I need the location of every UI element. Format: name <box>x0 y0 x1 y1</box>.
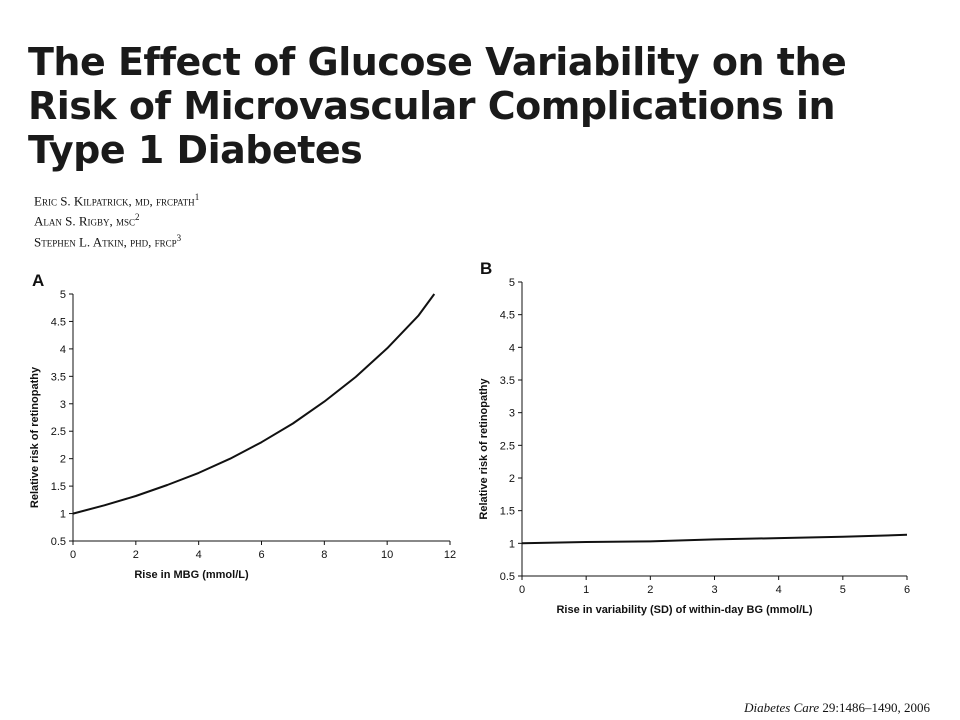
author-affiliation: 2 <box>135 212 140 223</box>
y-axis-label: Relative risk of retinopathy <box>29 366 41 508</box>
x-tick-label: 0 <box>70 549 76 561</box>
x-tick-label: 0 <box>519 584 525 596</box>
x-axis-label: Rise in MBG (mmol/L) <box>134 569 249 581</box>
y-tick-label: 2 <box>60 454 66 466</box>
x-tick-label: 5 <box>840 584 846 596</box>
y-tick-label: 0.5 <box>51 536 66 548</box>
x-tick-label: 2 <box>647 584 653 596</box>
x-tick-label: 10 <box>381 549 393 561</box>
y-tick-label: 3.5 <box>500 375 515 387</box>
y-tick-label: 4.5 <box>51 316 66 328</box>
y-tick-label: 2 <box>509 473 515 485</box>
y-axis-label: Relative risk of retinopathy <box>478 378 490 520</box>
citation: Diabetes Care 29:1486–1490, 2006 <box>744 700 930 716</box>
author: Eric S. Kilpatrick, md, frcpath1 <box>34 189 199 209</box>
y-tick-label: 5 <box>60 289 66 301</box>
y-tick-label: 4 <box>509 342 515 354</box>
author-affiliation: 3 <box>176 232 182 243</box>
y-tick-label: 0.5 <box>500 571 515 583</box>
author-list: Eric S. Kilpatrick, md, frcpath1 Alan S.… <box>34 189 199 250</box>
author-name: Stephen L. Atkin, phd, frcp <box>34 233 177 249</box>
x-tick-label: 4 <box>776 584 782 596</box>
x-tick-label: 1 <box>583 584 589 596</box>
x-axis-label: Rise in variability (SD) of within-day B… <box>556 604 812 616</box>
author-name: Alan S. Rigby, msc <box>34 213 136 229</box>
y-tick-label: 1.5 <box>51 481 66 493</box>
panel-label: A <box>32 271 44 290</box>
citation-details: 29:1486–1490, 2006 <box>819 700 930 715</box>
y-tick-label: 5 <box>509 277 515 289</box>
x-tick-label: 8 <box>321 549 327 561</box>
chart-panel-b: B 0 1 2 3 4 5 6 0.5 1 1.5 2 2.5 3 3.5 4 4.5 5 Rise in vari… <box>478 259 910 616</box>
x-tick-label: 2 <box>133 549 139 561</box>
x-tick-label: 6 <box>904 584 910 596</box>
author: Stephen L. Atkin, phd, frcp3 <box>34 230 199 250</box>
series-line <box>521 533 908 545</box>
panel-label: B <box>480 259 492 278</box>
y-tick-label: 3.5 <box>51 371 66 383</box>
author: Alan S. Rigby, msc2 <box>34 209 199 229</box>
x-tick-label: 12 <box>444 549 456 561</box>
author-affiliation: 1 <box>194 192 200 202</box>
author-name: Eric S. Kilpatrick, md, frcpath <box>34 193 195 209</box>
x-tick-label: 3 <box>711 584 717 596</box>
chart-panel-a: A 0 2 4 6 8 10 12 0.5 1 1.5 2 2.5 3 3.5 4 4.5 5 Rise in MB… <box>29 271 456 581</box>
y-tick-label: 2.5 <box>51 426 66 438</box>
y-tick-label: 3 <box>509 408 515 420</box>
series-line <box>72 293 436 515</box>
page-title: The Effect of Glucose Variability on the… <box>28 40 847 172</box>
citation-journal: Diabetes Care <box>744 700 820 715</box>
y-tick-label: 1.5 <box>500 506 515 518</box>
x-tick-label: 6 <box>258 549 264 561</box>
y-tick-label: 1 <box>60 509 66 521</box>
y-tick-label: 1 <box>509 538 515 550</box>
y-tick-label: 4 <box>60 344 66 356</box>
x-tick-label: 4 <box>196 549 202 561</box>
y-tick-label: 4.5 <box>500 310 515 322</box>
y-tick-label: 3 <box>60 399 66 411</box>
y-tick-label: 2.5 <box>500 440 515 452</box>
